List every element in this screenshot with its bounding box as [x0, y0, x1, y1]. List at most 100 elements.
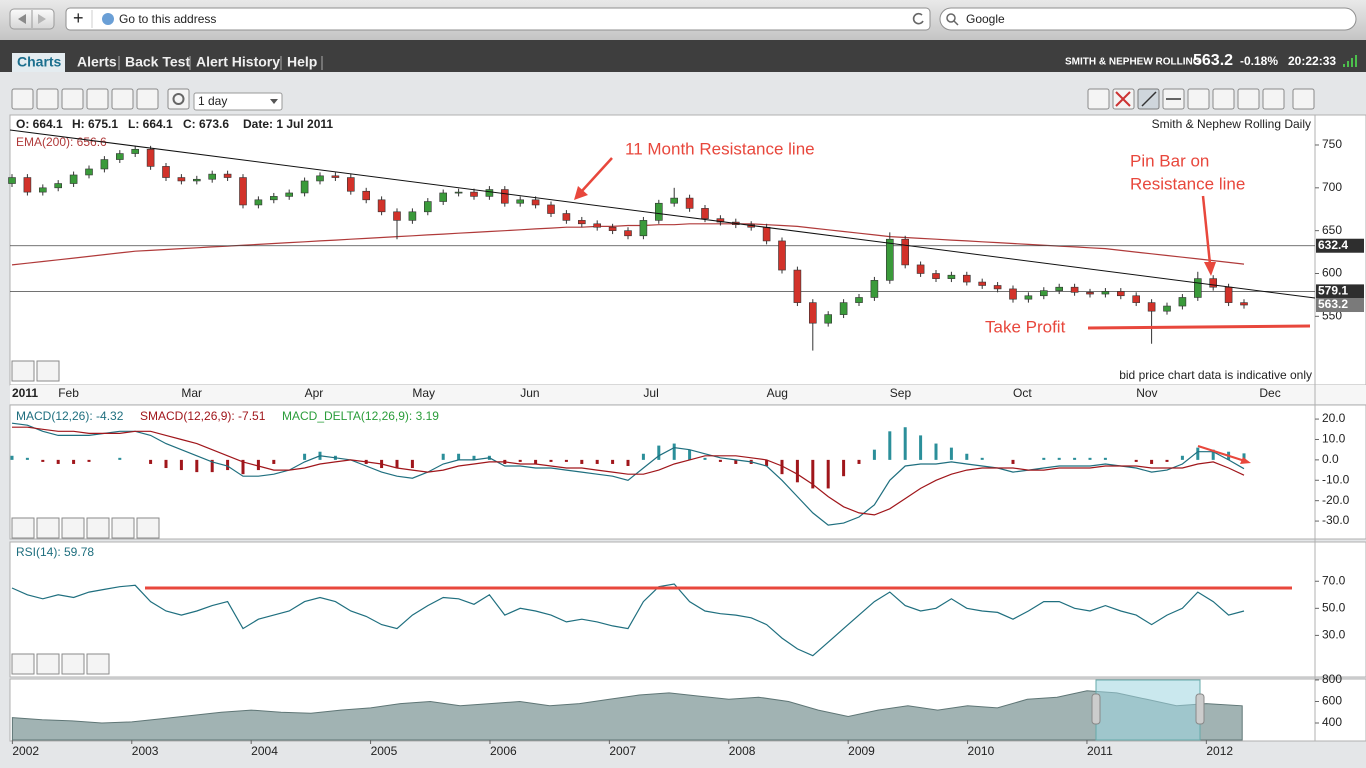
x-tick-label: 2004 [251, 744, 278, 758]
tool-button[interactable] [1237, 88, 1260, 110]
candle-body [1117, 291, 1125, 297]
candle-body [762, 226, 771, 242]
globe-icon [102, 13, 114, 25]
candle-body [362, 190, 371, 201]
tool-button[interactable] [86, 653, 110, 675]
interval-select[interactable] [193, 92, 283, 111]
tool-button[interactable] [136, 517, 160, 539]
x-tick-label: May [412, 386, 435, 400]
candle-body [54, 183, 63, 189]
histogram-bar [826, 459, 830, 489]
candle-body [423, 201, 432, 213]
candle-body [1101, 291, 1110, 295]
y-tick-label: 400 [1322, 715, 1342, 729]
indicator-line [11, 583, 1245, 657]
histogram-bar [25, 457, 29, 460]
tool-button[interactable] [36, 653, 60, 675]
y-tick-label: -10.0 [1322, 472, 1350, 486]
candle-body [1240, 302, 1248, 306]
tool-button[interactable] [1262, 88, 1285, 110]
x-tick-label: Nov [1136, 386, 1157, 400]
indicator-line [12, 426, 1245, 516]
tool-button[interactable] [11, 360, 35, 382]
y-tick-label: 600 [1322, 266, 1342, 280]
histogram-bar [1011, 459, 1015, 464]
histogram-bar [595, 459, 599, 464]
settings-button[interactable] [167, 88, 190, 110]
tab[interactable]: Alerts [77, 54, 117, 70]
histogram-bar [534, 459, 538, 464]
candle-body [1178, 297, 1187, 307]
histogram-bar [688, 449, 692, 460]
legend-entry: SMACD(12,26,9): -7.51 [140, 409, 266, 423]
search-icon [946, 13, 956, 23]
price-label-box [1316, 238, 1364, 253]
tool-button[interactable] [111, 517, 135, 539]
tool-button[interactable] [1187, 88, 1210, 110]
tool-button[interactable] [36, 360, 60, 382]
candle-body [978, 281, 987, 286]
address-bar[interactable] [65, 7, 931, 31]
legend-entry: MACD(12,26): -4.32 [16, 409, 124, 423]
histogram-bar [56, 459, 60, 464]
tool-button[interactable] [61, 653, 85, 675]
navigator-handle[interactable] [1195, 693, 1205, 725]
candle-body [470, 191, 478, 197]
tool-button[interactable] [111, 88, 134, 110]
navigator-handle[interactable] [1091, 693, 1101, 725]
tool-button[interactable] [1212, 88, 1235, 110]
candle-body [131, 148, 139, 154]
histogram-bar [164, 459, 168, 469]
tool-button[interactable] [86, 517, 110, 539]
candle-body [454, 191, 463, 194]
tab[interactable]: Charts [17, 54, 62, 70]
annotation: Resistance line [1130, 174, 1245, 193]
tab[interactable]: Help [287, 54, 317, 70]
candle-body [685, 197, 694, 209]
tool-button[interactable] [36, 517, 60, 539]
y-tick-label: 600 [1322, 694, 1342, 708]
tool-button[interactable] [36, 88, 59, 110]
tool-button[interactable] [1292, 88, 1315, 110]
drawing-tools [1087, 88, 1315, 110]
x-tick-label: Jun [520, 386, 539, 400]
navigator-window[interactable] [1095, 679, 1201, 741]
candle-body [1224, 286, 1233, 303]
tool-button[interactable] [86, 88, 109, 110]
histogram-bar [780, 459, 784, 475]
last-price-box [1316, 298, 1364, 313]
candle-body [947, 274, 956, 279]
candle-body [824, 314, 833, 324]
tool-button[interactable] [1087, 88, 1110, 110]
tool-button[interactable] [11, 653, 35, 675]
tool-button[interactable] [11, 517, 35, 539]
candle-body [839, 302, 848, 315]
histogram-bar [1134, 459, 1138, 462]
tool-button[interactable] [136, 88, 159, 110]
resistance-line [9, 129, 1316, 299]
reload-icon[interactable] [912, 12, 924, 25]
histogram-bar [703, 457, 707, 460]
search-icon [953, 20, 959, 26]
tool-button[interactable] [61, 88, 84, 110]
histogram-bar [811, 459, 815, 489]
histogram-bar [457, 453, 461, 460]
candle-body [870, 280, 879, 298]
tab[interactable]: Alert History [196, 54, 280, 70]
y-tick-label: 50.0 [1322, 600, 1346, 614]
histogram-bar [1180, 455, 1184, 460]
search-bar[interactable] [939, 7, 1357, 31]
histogram-bar [210, 459, 214, 473]
tool-button[interactable] [11, 88, 34, 110]
x-tick-label: 2010 [968, 744, 995, 758]
candle-body [793, 269, 802, 303]
active-tab[interactable] [12, 53, 65, 72]
candle-body [547, 204, 555, 214]
tab[interactable]: Back Test [125, 54, 190, 70]
histogram-bar [118, 457, 122, 460]
tool-button[interactable] [61, 517, 85, 539]
candle-body [701, 208, 709, 219]
histogram-bar [872, 449, 876, 460]
candle-body [808, 302, 817, 324]
histogram-bar [41, 459, 45, 462]
